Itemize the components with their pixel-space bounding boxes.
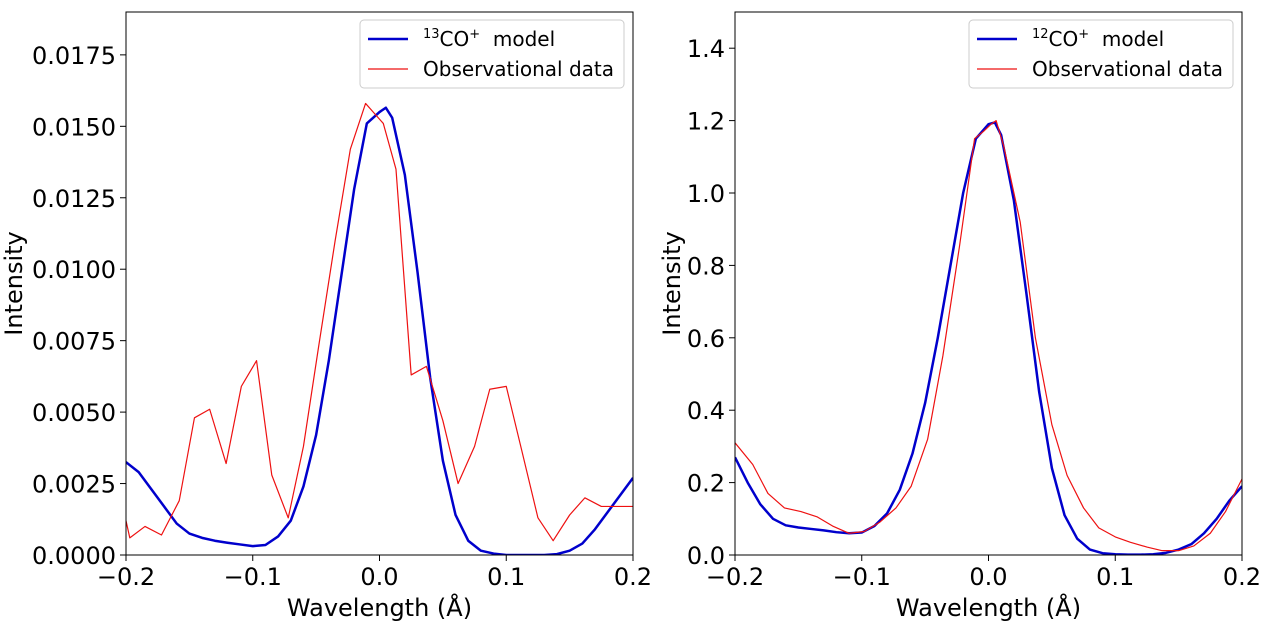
x-tick-label: 0.2 [1223, 563, 1261, 591]
y-tick-label: 0.0075 [32, 328, 116, 356]
y-tick-label: 0.0000 [32, 542, 116, 570]
x-tick-label: 0.1 [1096, 563, 1134, 591]
y-tick-label: 0.8 [687, 252, 725, 280]
plot-12co-model-vs-observed: −0.2 −0.1 0.0 0.1 0.2 0.0 0.2 0.4 0.6 0.8 1.0 1.2 1.… [658, 11, 1261, 622]
legend-molecule: CO [1049, 27, 1079, 51]
y-tick-label: 0.0125 [32, 185, 116, 213]
legend-model-label: 12CO+ model [1032, 27, 1164, 51]
axes-frame [734, 11, 1243, 556]
x-axis-label: Wavelength (Å) [896, 593, 1081, 622]
x-tick-label: 0.1 [487, 563, 525, 591]
axes-frame [125, 11, 634, 556]
y-tick-label: 1.4 [687, 35, 725, 63]
y-tick-label: 0.0100 [32, 256, 116, 284]
y-tick-label: 0.4 [687, 397, 725, 425]
y-tick-label: 0.0050 [32, 399, 116, 427]
legend-box [359, 19, 625, 89]
y-tick-label: 0.0025 [32, 471, 116, 499]
observed-series-line [735, 119, 1242, 552]
x-tick-label: −0.1 [833, 563, 891, 591]
legend-charge-superscript: + [469, 27, 480, 42]
legend-observed-label: Observational data [423, 57, 614, 81]
y-tick-label: 0.6 [687, 325, 725, 353]
y-axis-label: Intensity [0, 231, 28, 335]
legend: 12CO+ model Observational data [968, 19, 1234, 89]
x-tick-label: 0.0 [360, 563, 398, 591]
y-tick-label: 1.2 [687, 108, 725, 136]
x-tick-label: 0.2 [614, 563, 652, 591]
legend-isotope-superscript: 12 [1032, 27, 1049, 42]
x-tick-label: −0.2 [97, 563, 155, 591]
model-series-line [126, 106, 633, 555]
y-tick-label: 0.2 [687, 470, 725, 498]
legend: 13CO+ model Observational data [359, 19, 625, 89]
legend-model-suffix: model [1089, 27, 1164, 51]
y-axis-label: Intensity [658, 231, 686, 335]
y-tick-label: 0.0150 [32, 113, 116, 141]
y-tick-label: 1.0 [687, 180, 725, 208]
legend-box [968, 19, 1234, 89]
model-series-line [735, 121, 1242, 555]
legend-model-suffix: model [480, 27, 555, 51]
y-tick-label: 0.0 [687, 542, 725, 570]
y-tick-label: 0.0175 [32, 42, 116, 70]
x-tick-label: −0.1 [224, 563, 282, 591]
legend-isotope-superscript: 13 [423, 27, 440, 42]
legend-molecule: CO [440, 27, 470, 51]
legend-charge-superscript: + [1078, 27, 1089, 42]
plot-13co-model-vs-observed: −0.2 −0.1 0.0 0.1 0.2 0.0000 0.0025 0.0050 0.007… [0, 11, 652, 622]
observed-series-line [126, 102, 633, 542]
x-axis-label: Wavelength (Å) [287, 593, 472, 622]
x-tick-label: 0.0 [969, 563, 1007, 591]
legend-observed-label: Observational data [1032, 57, 1223, 81]
x-tick-label: −0.2 [706, 563, 764, 591]
legend-model-label: 13CO+ model [423, 27, 555, 51]
